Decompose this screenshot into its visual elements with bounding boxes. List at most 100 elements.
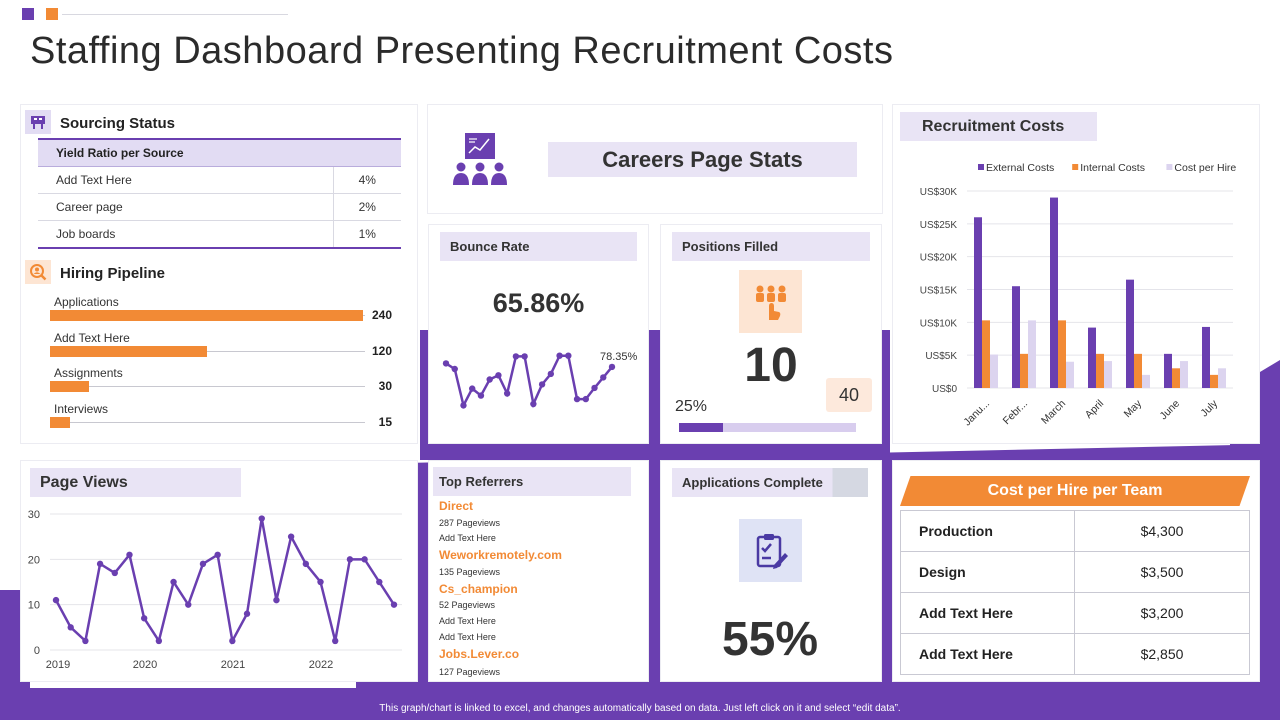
sparkline-point [565, 352, 572, 359]
sparkline-point [582, 395, 589, 403]
recruitment-costs-card [892, 104, 1260, 444]
y-tick-label: 0 [34, 645, 40, 657]
bar [1172, 368, 1180, 388]
table-row: Job boards 1% [38, 220, 401, 249]
recruitment-costs-chart: US$0 US$5K US$10K US$15K US$20K US$25K US$30K E… [920, 162, 1237, 428]
pipeline-label: Add Text Here [54, 331, 130, 345]
pipeline-bar [50, 417, 70, 428]
pipeline-label: Assignments [54, 366, 123, 380]
sparkline-point [469, 385, 476, 392]
bar [1020, 353, 1028, 388]
referrer-detail: Add Text Here [439, 616, 496, 626]
sparkline-point [573, 395, 581, 403]
sourcing-heading: Sourcing Status [60, 115, 176, 132]
bar [1210, 374, 1218, 388]
decor-line [62, 14, 288, 15]
sparkline-point [512, 353, 520, 360]
bar [1066, 361, 1074, 388]
applications-complete-value: 55% [721, 613, 819, 666]
referrer-detail: 127 Pageviews [439, 667, 501, 677]
legend-label: External Costs [986, 162, 1054, 174]
pipeline-bar [50, 381, 90, 392]
target-value: 40 [838, 384, 860, 405]
referrer-detail: 287 Pageviews [439, 518, 501, 528]
x-tick-label: 2021 [221, 659, 245, 671]
data-point [170, 578, 177, 586]
bar [1012, 286, 1020, 388]
progress-fill [679, 423, 724, 432]
team-cost: $4,300 [1074, 510, 1250, 552]
source-name: Job boards [38, 220, 333, 249]
data-point [317, 578, 324, 586]
data-point [67, 624, 74, 631]
x-tick-label: March [1039, 398, 1068, 427]
bar [1142, 374, 1150, 388]
team-cost: $3,200 [1074, 592, 1250, 634]
data-point [390, 601, 398, 608]
pipeline-bar [50, 310, 363, 321]
presentation-audience-icon [450, 130, 510, 188]
data-point [361, 556, 368, 563]
bar [1104, 361, 1112, 388]
bar [1218, 368, 1226, 388]
sourcing-table-header: Yield Ratio per Source [38, 138, 401, 167]
team-click-icon [739, 270, 802, 333]
sparkline-point [547, 370, 555, 378]
bar [1202, 326, 1210, 388]
x-tick-label: 2019 [46, 659, 70, 671]
data-point [111, 569, 118, 577]
pipeline-row: Applications 240 [50, 295, 410, 325]
page-views-chart: 0 10 20 30 2019 2020 2021 2022 [28, 509, 402, 671]
legend-label: Cost per Hire [1174, 162, 1236, 174]
team-cost: $3,500 [1074, 551, 1250, 593]
sourcing-icon [25, 110, 51, 134]
target-callout: 40 [826, 378, 872, 412]
data-point [302, 560, 310, 568]
y-tick-label: US$0 [932, 384, 957, 395]
x-tick-label: April [1083, 398, 1106, 421]
team-name: Add Text Here [900, 633, 1075, 675]
data-point [199, 560, 207, 568]
legend-swatch [978, 164, 984, 170]
source-ratio: 4% [332, 166, 401, 194]
x-tick-label: Febr... [1001, 398, 1031, 428]
sparkline-label: 78.35% [600, 351, 638, 363]
bar [982, 320, 990, 388]
pipeline-track [50, 386, 365, 387]
y-tick-label: US$5K [925, 351, 957, 362]
bar [1126, 279, 1134, 388]
x-tick-label: July [1198, 397, 1220, 419]
pipeline-label: Applications [54, 295, 119, 309]
pipeline-value: 15 [378, 415, 392, 429]
y-tick-label: 20 [28, 554, 40, 566]
sparkline-point [486, 376, 493, 383]
page-views-line [54, 518, 396, 645]
team-cost: $2,850 [1074, 633, 1250, 675]
y-tick-label: US$15K [920, 286, 958, 297]
bar [1088, 327, 1096, 388]
sparkline-point [600, 374, 607, 381]
source-name: Add Text Here [38, 166, 333, 194]
sparkline-point [477, 392, 485, 399]
pipeline-value: 120 [371, 344, 392, 358]
sparkline-point [530, 400, 537, 408]
sparkline-point [442, 360, 450, 367]
pipeline-label: Interviews [54, 402, 109, 416]
sparkline-point [451, 365, 458, 373]
source-name: Career page [38, 193, 333, 221]
pipeline-track [50, 422, 365, 423]
positions-filled-value: 10 [744, 339, 798, 392]
team-name: Add Text Here [900, 592, 1075, 634]
data-point [140, 615, 148, 622]
page-title: Staffing Dashboard Presenting Recruitmen… [30, 30, 894, 72]
referrer-detail: 135 Pageviews [439, 567, 501, 577]
y-tick-label: US$25K [920, 220, 958, 231]
table-row: Add Text Here $2,850 [900, 633, 1250, 675]
bounce-rate-heading: Bounce Rate [440, 232, 637, 261]
source-ratio: 2% [332, 193, 401, 221]
referrer-detail: Add Text Here [439, 533, 496, 543]
progress-label: 25% [675, 398, 708, 415]
legend-swatch [1166, 164, 1173, 170]
applications-complete-heading: Applications Complete [672, 468, 868, 497]
legend-label: Internal Costs [1080, 162, 1145, 174]
